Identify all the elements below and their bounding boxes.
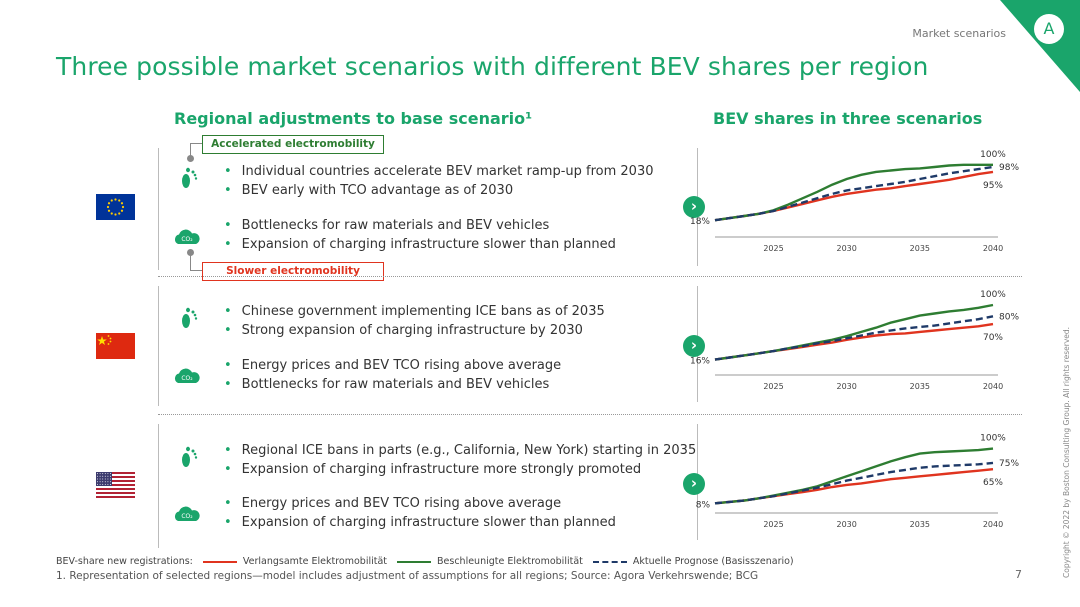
- accelerated-bullets: Chinese government implementing ICE bans…: [224, 302, 605, 340]
- chevron-right-icon: ›: [683, 473, 705, 495]
- eu-flag: [96, 194, 135, 220]
- slower-bullets: Energy prices and BEV TCO rising above a…: [224, 494, 616, 532]
- connector-dot: [187, 155, 194, 162]
- legend-swatch-slower: [202, 560, 237, 563]
- slower-bullets: Bottlenecks for raw materials and BEV ve…: [224, 216, 616, 254]
- start-label: 8%: [696, 500, 711, 510]
- series-line: [714, 165, 994, 222]
- start-label: 16%: [690, 357, 710, 367]
- x-tick-label: 2025: [763, 520, 783, 529]
- connector-line: [190, 270, 202, 271]
- bullet-text: BEV early with TCO advantage as of 2030: [224, 181, 654, 200]
- x-tick-label: 2040: [983, 520, 1003, 529]
- region-bar: [158, 424, 159, 548]
- accelerated-bullets: Individual countries accelerate BEV mark…: [224, 162, 654, 200]
- connector-line: [190, 143, 202, 144]
- end-label-slower: 95%: [983, 181, 1003, 191]
- bullet-text: Energy prices and BEV TCO rising above a…: [224, 494, 616, 513]
- copyright: Copyright © 2022 by Boston Consulting Gr…: [1062, 326, 1071, 578]
- usa-flag: [96, 472, 135, 498]
- svg-text:CO₂: CO₂: [181, 375, 193, 382]
- end-label-accelerated: 100%: [980, 290, 1006, 300]
- series-line: [714, 315, 994, 361]
- bullet-text: Individual countries accelerate BEV mark…: [224, 162, 654, 181]
- bullet-text: Expansion of charging infrastructure slo…: [224, 235, 616, 254]
- region-separator: [158, 276, 1022, 277]
- legend-item-accelerated: Beschleunigte Elektromobilität: [437, 556, 583, 567]
- page-number: 7: [1015, 568, 1022, 581]
- x-tick-label: 2035: [910, 382, 930, 391]
- footprint-icon: [182, 307, 198, 328]
- svg-text:CO₂: CO₂: [181, 513, 193, 520]
- x-tick-label: 2025: [763, 382, 783, 391]
- series-line: [714, 447, 994, 505]
- bullet-text: Bottlenecks for raw materials and BEV ve…: [224, 216, 616, 235]
- end-label-accelerated: 100%: [980, 150, 1006, 160]
- co2-cloud-icon: CO₂: [174, 229, 200, 244]
- region-separator: [158, 414, 1022, 415]
- chevron-right-icon: ›: [683, 196, 705, 218]
- region-bar: [158, 148, 159, 270]
- legend-prefix: BEV-share new registrations:: [56, 556, 193, 567]
- corner-triangle: [1000, 0, 1080, 92]
- bullet-text: Expansion of charging infrastructure mor…: [224, 460, 696, 479]
- connector-line: [190, 252, 191, 270]
- series-line: [714, 461, 994, 505]
- legend-item-base: Aktuelle Prognose (Basisszenario): [632, 556, 794, 567]
- x-tick-label: 2040: [983, 382, 1003, 391]
- connector-line: [190, 143, 191, 157]
- slower-bullets: Energy prices and BEV TCO rising above a…: [224, 356, 561, 394]
- start-label: 18%: [690, 217, 710, 227]
- x-tick-label: 2035: [910, 520, 930, 529]
- x-tick-label: 2030: [837, 382, 857, 391]
- series-line: [714, 303, 994, 361]
- bullet-text: Strong expansion of charging infrastruct…: [224, 321, 605, 340]
- right-heading: BEV shares in three scenarios: [713, 109, 983, 128]
- footnote: 1. Representation of selected regions—mo…: [56, 570, 759, 582]
- end-label-base: 98%: [999, 163, 1019, 173]
- chevron-right-icon: ›: [683, 335, 705, 357]
- bev-share-chart-usa: 2025 2030 2035 2040 8% 100% 75% 65%: [696, 434, 1020, 529]
- co2-cloud-icon: CO₂: [174, 368, 200, 383]
- x-tick-label: 2030: [837, 520, 857, 529]
- accelerated-bullets: Regional ICE bans in parts (e.g., Califo…: [224, 441, 697, 479]
- bullet-text: Bottlenecks for raw materials and BEV ve…: [224, 375, 561, 394]
- section-badge: A: [1034, 14, 1064, 44]
- end-label-slower: 65%: [983, 478, 1003, 488]
- end-label-base: 80%: [999, 312, 1019, 322]
- section-label: Market scenarios: [912, 27, 1006, 40]
- bev-share-chart-eu: 2025 2030 2035 2040 18% 100% 98% 95%: [690, 150, 1019, 253]
- svg-text:CO₂: CO₂: [181, 236, 193, 243]
- x-tick-label: 2030: [837, 244, 857, 253]
- china-flag: [96, 333, 135, 359]
- footprint-icon: [182, 167, 198, 188]
- bullet-text: Chinese government implementing ICE bans…: [224, 302, 605, 321]
- page-title: Three possible market scenarios with dif…: [56, 52, 929, 81]
- bev-share-chart-china: 2025 2030 2035 2040 16% 100% 80% 70%: [690, 290, 1019, 391]
- legend-swatch-base: [592, 560, 627, 563]
- end-label-base: 75%: [999, 459, 1019, 469]
- slower-tag: Slower electromobility: [202, 262, 384, 281]
- x-tick-label: 2040: [983, 244, 1003, 253]
- region-bar: [158, 286, 159, 406]
- bullet-text: Energy prices and BEV TCO rising above a…: [224, 356, 561, 375]
- bullet-text: Regional ICE bans in parts (e.g., Califo…: [224, 441, 697, 460]
- legend: BEV-share new registrations: Verlangsamt…: [56, 556, 794, 567]
- end-label-accelerated: 100%: [980, 434, 1006, 444]
- legend-swatch-accelerated: [397, 560, 432, 563]
- bullet-text: Expansion of charging infrastructure slo…: [224, 513, 616, 532]
- footprint-icon: [182, 446, 198, 467]
- co2-cloud-icon: CO₂: [174, 506, 200, 521]
- legend-item-slower: Verlangsamte Elektromobilität: [242, 556, 388, 567]
- x-tick-label: 2025: [763, 244, 783, 253]
- x-tick-label: 2035: [910, 244, 930, 253]
- end-label-slower: 70%: [983, 333, 1003, 343]
- accelerated-tag: Accelerated electromobility: [202, 135, 384, 154]
- left-heading: Regional adjustments to base scenario¹: [174, 109, 533, 128]
